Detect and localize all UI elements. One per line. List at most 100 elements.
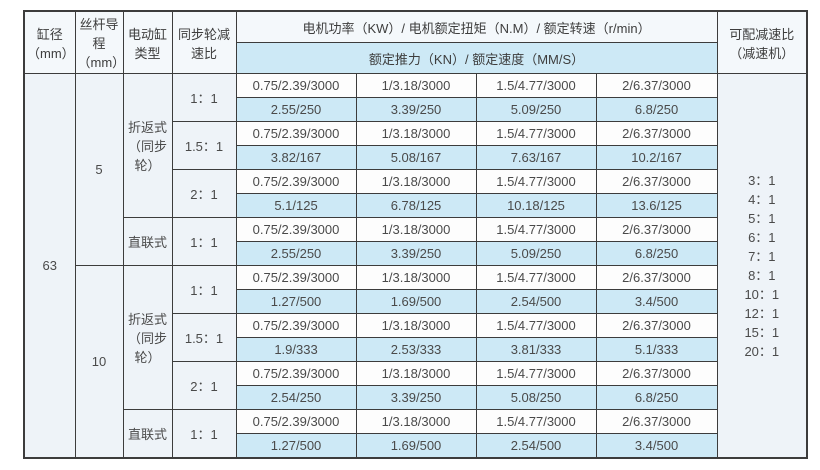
cell-thrust: 7.63/167 xyxy=(475,145,597,170)
cell-pulley-ratio: 1：1 xyxy=(171,409,237,459)
table-row: 3.82/167 5.08/167 7.63/167 10.2/167 xyxy=(24,145,807,170)
table-row: 2：1 0.75/2.39/3000 1/3.18/3000 1.5/4.77/… xyxy=(24,169,807,218)
header-lead: 丝杆导程（mm） xyxy=(74,10,124,74)
gearbox-ratio-item: 7：1 xyxy=(748,248,776,264)
cell-power: 1/3.18/3000 xyxy=(355,73,477,98)
cell-thrust: 2.54/500 xyxy=(475,289,597,314)
cell-power: 0.75/2.39/3000 xyxy=(235,409,357,434)
cell-power: 1.5/4.77/3000 xyxy=(475,169,597,194)
cell-thrust: 6.8/250 xyxy=(595,241,718,266)
cell-pulley-ratio: 1：1 xyxy=(171,265,237,314)
header-motor-spec: 电机功率（KW）/ 电机额定扭矩（N.M）/ 额定转速（r/min） xyxy=(235,10,718,43)
gearbox-ratio-item: 10：1 xyxy=(744,286,780,302)
cell-thrust: 3.82/167 xyxy=(235,145,357,170)
cell-type-folded-10: 折返式（同步轮） xyxy=(122,265,173,410)
cell-power: 2/6.37/3000 xyxy=(595,361,718,386)
cell-power: 1/3.18/3000 xyxy=(355,313,477,338)
cell-power: 0.75/2.39/3000 xyxy=(235,73,357,98)
cell-thrust: 2.53/333 xyxy=(355,337,477,362)
table-row: 1.5：1 0.75/2.39/3000 1/3.18/3000 1.5/4.7… xyxy=(24,121,807,170)
cell-power: 1.5/4.77/3000 xyxy=(475,313,597,338)
cell-power: 1/3.18/3000 xyxy=(355,217,477,242)
cell-thrust: 3.39/250 xyxy=(355,385,477,410)
cell-power: 2/6.37/3000 xyxy=(595,217,718,242)
table-row: 1.27/500 1.69/500 2.54/500 3.4/500 xyxy=(24,433,807,459)
gearbox-ratio-item: 20：1 xyxy=(744,343,780,359)
header-bore: 缸径（mm） xyxy=(23,10,76,74)
cell-power: 0.75/2.39/3000 xyxy=(235,121,357,146)
cell-thrust: 3.81/333 xyxy=(475,337,597,362)
cell-power: 2/6.37/3000 xyxy=(595,265,718,290)
table-row: 1.27/500 1.69/500 2.54/500 3.4/500 xyxy=(24,289,807,314)
cell-thrust: 10.2/167 xyxy=(595,145,718,170)
header-row-2: 额定推力（KN）/ 额定速度（MM/S） xyxy=(24,42,807,74)
cell-power: 2/6.37/3000 xyxy=(595,73,718,98)
cell-thrust: 3.39/250 xyxy=(355,241,477,266)
gearbox-ratio-item: 8：1 xyxy=(748,267,776,283)
gearbox-ratio-item: 6：1 xyxy=(748,229,776,245)
cell-power: 2/6.37/3000 xyxy=(595,409,718,434)
cell-thrust: 2.55/250 xyxy=(235,97,357,122)
gearbox-ratio-item: 15：1 xyxy=(744,324,780,340)
gearbox-ratio-item: 4：1 xyxy=(748,191,776,207)
table-row: 直联式 1：1 0.75/2.39/3000 1/3.18/3000 1.5/4… xyxy=(24,409,807,459)
cell-thrust: 5.1/125 xyxy=(235,193,357,218)
table-row: 63 5 折返式（同步轮） 1：1 0.75/2.39/3000 1/3.18/… xyxy=(23,73,808,459)
cell-thrust: 6.8/250 xyxy=(595,97,718,122)
cell-power: 1.5/4.77/3000 xyxy=(475,265,597,290)
cell-power: 1/3.18/3000 xyxy=(355,409,477,434)
gearbox-ratio-item: 5：1 xyxy=(748,210,776,226)
cell-gearbox-ratios: 3：1 4：1 5：1 6：1 7：1 8：1 10：1 12：1 15：1 2… xyxy=(716,73,808,459)
cell-power: 1.5/4.77/3000 xyxy=(475,73,597,98)
cell-pulley-ratio: 1：1 xyxy=(171,217,237,266)
cell-power: 1.5/4.77/3000 xyxy=(475,121,597,146)
cell-thrust: 3.39/250 xyxy=(355,97,477,122)
cell-power: 0.75/2.39/3000 xyxy=(235,265,357,290)
cell-thrust: 1.69/500 xyxy=(355,289,477,314)
cell-thrust: 2.54/250 xyxy=(235,385,357,410)
cell-thrust: 3.4/500 xyxy=(595,433,718,459)
cell-power: 2/6.37/3000 xyxy=(595,169,718,194)
cell-pulley-ratio: 1：1 xyxy=(171,73,237,122)
cell-power: 0.75/2.39/3000 xyxy=(235,313,357,338)
cell-thrust: 5.1/333 xyxy=(595,337,718,362)
cell-thrust: 5.09/250 xyxy=(475,241,597,266)
table-row: 1.9/333 2.53/333 3.81/333 5.1/333 xyxy=(24,337,807,362)
cell-thrust: 5.08/167 xyxy=(355,145,477,170)
cell-lead-5: 5 xyxy=(74,73,124,266)
cell-power: 1.5/4.77/3000 xyxy=(475,361,597,386)
cell-thrust: 10.18/125 xyxy=(475,193,597,218)
cell-pulley-ratio: 2：1 xyxy=(171,169,237,218)
cell-thrust: 5.09/250 xyxy=(475,97,597,122)
cell-power: 1.5/4.77/3000 xyxy=(475,217,597,242)
cell-thrust: 2.54/500 xyxy=(475,433,597,459)
table-row: 5.1/125 6.78/125 10.18/125 13.6/125 xyxy=(24,193,807,218)
cell-power: 2/6.37/3000 xyxy=(595,313,718,338)
header-cylinder-type: 电动缸类型 xyxy=(122,10,173,74)
table-row: 2.55/250 3.39/250 5.09/250 6.8/250 xyxy=(24,97,807,122)
cell-thrust: 5.08/250 xyxy=(475,385,597,410)
cell-pulley-ratio: 1.5：1 xyxy=(171,121,237,170)
table-row: 10 折返式（同步轮） 1：1 0.75/2.39/3000 1/3.18/30… xyxy=(24,265,807,459)
cell-thrust: 1.69/500 xyxy=(355,433,477,459)
cell-bore: 63 xyxy=(23,73,76,459)
cell-power: 0.75/2.39/3000 xyxy=(235,217,357,242)
header-row-1: 缸径（mm） 丝杆导程（mm） 电动缸类型 同步轮减速比 电机功率（KW）/ 电… xyxy=(23,10,808,74)
cell-power: 1.5/4.77/3000 xyxy=(475,409,597,434)
cell-type-folded-5: 折返式（同步轮） xyxy=(122,73,173,218)
table-row: 1.5：1 0.75/2.39/3000 1/3.18/3000 1.5/4.7… xyxy=(24,313,807,362)
cell-type-direct-10: 直联式 xyxy=(122,409,173,459)
table-row: 2.55/250 3.39/250 5.09/250 6.8/250 xyxy=(24,241,807,266)
header-pulley-ratio: 同步轮减速比 xyxy=(171,10,237,74)
gearbox-ratio-item: 12：1 xyxy=(744,305,780,321)
cell-power: 1/3.18/3000 xyxy=(355,121,477,146)
cell-power: 0.75/2.39/3000 xyxy=(235,169,357,194)
cell-thrust: 6.8/250 xyxy=(595,385,718,410)
cell-thrust: 6.78/125 xyxy=(355,193,477,218)
cell-lead-10: 10 xyxy=(74,265,124,459)
header-thrust-spec: 额定推力（KN）/ 额定速度（MM/S） xyxy=(235,42,718,74)
cell-power: 0.75/2.39/3000 xyxy=(235,361,357,386)
table-row: 2.54/250 3.39/250 5.08/250 6.8/250 xyxy=(24,385,807,410)
cell-thrust: 1.9/333 xyxy=(235,337,357,362)
